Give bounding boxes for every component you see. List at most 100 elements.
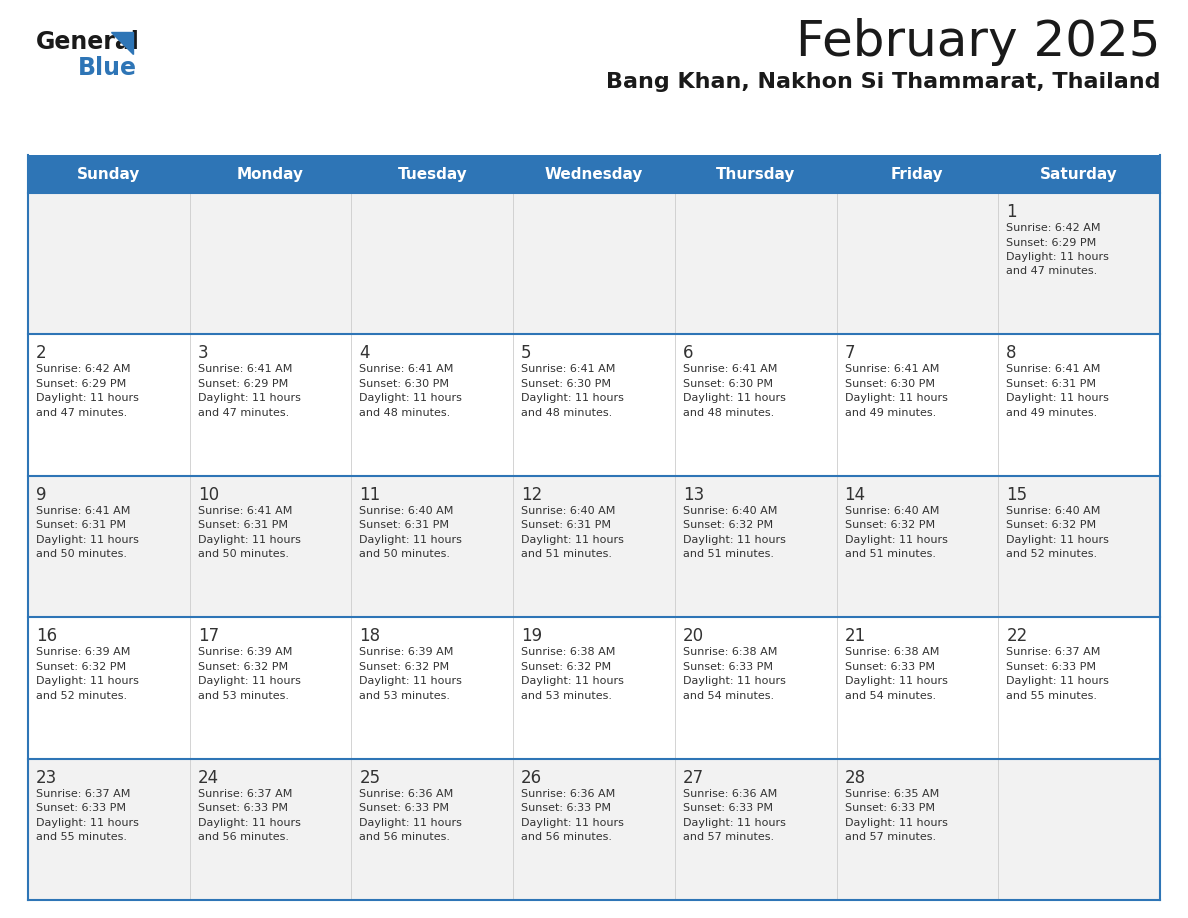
Text: Sunday: Sunday — [77, 166, 140, 182]
Text: Sunset: 6:33 PM: Sunset: 6:33 PM — [683, 662, 773, 672]
Bar — [29, 758, 1159, 900]
Text: 14: 14 — [845, 486, 866, 504]
Text: Sunrise: 6:40 AM: Sunrise: 6:40 AM — [683, 506, 777, 516]
Text: Saturday: Saturday — [1041, 166, 1118, 182]
Text: Daylight: 11 hours: Daylight: 11 hours — [683, 535, 785, 544]
Text: Sunrise: 6:41 AM: Sunrise: 6:41 AM — [683, 364, 777, 375]
Text: 11: 11 — [360, 486, 380, 504]
Text: Sunset: 6:32 PM: Sunset: 6:32 PM — [36, 662, 126, 672]
Text: Daylight: 11 hours: Daylight: 11 hours — [522, 677, 624, 686]
Text: Daylight: 11 hours: Daylight: 11 hours — [845, 677, 948, 686]
Text: and 53 minutes.: and 53 minutes. — [360, 690, 450, 700]
Text: and 52 minutes.: and 52 minutes. — [36, 690, 127, 700]
Text: Sunset: 6:31 PM: Sunset: 6:31 PM — [197, 521, 287, 531]
Text: Sunset: 6:33 PM: Sunset: 6:33 PM — [845, 662, 935, 672]
Text: General: General — [36, 30, 140, 54]
Text: Sunset: 6:32 PM: Sunset: 6:32 PM — [683, 521, 773, 531]
Text: and 50 minutes.: and 50 minutes. — [197, 549, 289, 559]
Text: Sunset: 6:32 PM: Sunset: 6:32 PM — [197, 662, 287, 672]
Bar — [29, 476, 1159, 617]
Text: Sunset: 6:32 PM: Sunset: 6:32 PM — [1006, 521, 1097, 531]
Text: 23: 23 — [36, 768, 57, 787]
Text: Sunset: 6:30 PM: Sunset: 6:30 PM — [683, 379, 773, 389]
Text: Daylight: 11 hours: Daylight: 11 hours — [197, 818, 301, 828]
Text: and 54 minutes.: and 54 minutes. — [845, 690, 936, 700]
Text: 18: 18 — [360, 627, 380, 645]
Text: Sunrise: 6:39 AM: Sunrise: 6:39 AM — [360, 647, 454, 657]
Text: 12: 12 — [522, 486, 543, 504]
Text: and 49 minutes.: and 49 minutes. — [845, 408, 936, 418]
Text: and 47 minutes.: and 47 minutes. — [36, 408, 127, 418]
Text: and 51 minutes.: and 51 minutes. — [683, 549, 773, 559]
Text: 16: 16 — [36, 627, 57, 645]
Text: and 53 minutes.: and 53 minutes. — [522, 690, 612, 700]
Text: Sunset: 6:31 PM: Sunset: 6:31 PM — [36, 521, 126, 531]
Text: Daylight: 11 hours: Daylight: 11 hours — [683, 677, 785, 686]
Text: Sunset: 6:31 PM: Sunset: 6:31 PM — [1006, 379, 1097, 389]
Text: Sunrise: 6:41 AM: Sunrise: 6:41 AM — [1006, 364, 1100, 375]
Text: and 56 minutes.: and 56 minutes. — [197, 832, 289, 842]
Text: 17: 17 — [197, 627, 219, 645]
Text: Daylight: 11 hours: Daylight: 11 hours — [845, 535, 948, 544]
Text: Bang Khan, Nakhon Si Thammarat, Thailand: Bang Khan, Nakhon Si Thammarat, Thailand — [606, 72, 1159, 92]
Text: 5: 5 — [522, 344, 532, 363]
Text: Daylight: 11 hours: Daylight: 11 hours — [522, 394, 624, 403]
Text: Tuesday: Tuesday — [398, 166, 467, 182]
Text: 19: 19 — [522, 627, 542, 645]
Text: Daylight: 11 hours: Daylight: 11 hours — [845, 818, 948, 828]
Text: Daylight: 11 hours: Daylight: 11 hours — [197, 677, 301, 686]
Text: Monday: Monday — [238, 166, 304, 182]
Text: and 56 minutes.: and 56 minutes. — [522, 832, 612, 842]
Text: and 48 minutes.: and 48 minutes. — [522, 408, 612, 418]
Text: Sunrise: 6:41 AM: Sunrise: 6:41 AM — [845, 364, 939, 375]
Text: Sunrise: 6:41 AM: Sunrise: 6:41 AM — [197, 364, 292, 375]
Text: Sunrise: 6:41 AM: Sunrise: 6:41 AM — [360, 364, 454, 375]
Text: Daylight: 11 hours: Daylight: 11 hours — [522, 535, 624, 544]
Text: 9: 9 — [36, 486, 46, 504]
Text: and 55 minutes.: and 55 minutes. — [36, 832, 127, 842]
Text: 15: 15 — [1006, 486, 1028, 504]
Text: Sunrise: 6:41 AM: Sunrise: 6:41 AM — [197, 506, 292, 516]
Text: and 47 minutes.: and 47 minutes. — [1006, 266, 1098, 276]
Text: and 48 minutes.: and 48 minutes. — [360, 408, 450, 418]
Text: and 57 minutes.: and 57 minutes. — [845, 832, 936, 842]
Text: 7: 7 — [845, 344, 855, 363]
Text: Sunset: 6:29 PM: Sunset: 6:29 PM — [197, 379, 287, 389]
Text: Daylight: 11 hours: Daylight: 11 hours — [1006, 535, 1110, 544]
Text: Sunset: 6:32 PM: Sunset: 6:32 PM — [360, 662, 449, 672]
Text: Sunset: 6:29 PM: Sunset: 6:29 PM — [36, 379, 126, 389]
Text: Daylight: 11 hours: Daylight: 11 hours — [36, 535, 139, 544]
Text: Daylight: 11 hours: Daylight: 11 hours — [683, 394, 785, 403]
Text: Sunrise: 6:41 AM: Sunrise: 6:41 AM — [522, 364, 615, 375]
Text: Daylight: 11 hours: Daylight: 11 hours — [36, 394, 139, 403]
Polygon shape — [110, 32, 133, 54]
Text: Sunrise: 6:38 AM: Sunrise: 6:38 AM — [683, 647, 777, 657]
Text: and 55 minutes.: and 55 minutes. — [1006, 690, 1098, 700]
Text: Wednesday: Wednesday — [545, 166, 643, 182]
Text: 6: 6 — [683, 344, 694, 363]
Text: 2: 2 — [36, 344, 46, 363]
Text: Sunset: 6:33 PM: Sunset: 6:33 PM — [36, 803, 126, 813]
Text: Daylight: 11 hours: Daylight: 11 hours — [36, 818, 139, 828]
Text: Sunset: 6:30 PM: Sunset: 6:30 PM — [360, 379, 449, 389]
Bar — [29, 155, 1159, 193]
Text: 22: 22 — [1006, 627, 1028, 645]
Text: Daylight: 11 hours: Daylight: 11 hours — [360, 535, 462, 544]
Text: and 53 minutes.: and 53 minutes. — [197, 690, 289, 700]
Text: Sunrise: 6:42 AM: Sunrise: 6:42 AM — [36, 364, 131, 375]
Text: and 50 minutes.: and 50 minutes. — [36, 549, 127, 559]
Text: Daylight: 11 hours: Daylight: 11 hours — [360, 677, 462, 686]
Text: 1: 1 — [1006, 203, 1017, 221]
Text: 27: 27 — [683, 768, 704, 787]
Text: Sunset: 6:33 PM: Sunset: 6:33 PM — [197, 803, 287, 813]
Text: 10: 10 — [197, 486, 219, 504]
Text: 20: 20 — [683, 627, 704, 645]
Text: Sunrise: 6:36 AM: Sunrise: 6:36 AM — [360, 789, 454, 799]
Text: Daylight: 11 hours: Daylight: 11 hours — [197, 394, 301, 403]
Text: Sunset: 6:32 PM: Sunset: 6:32 PM — [845, 521, 935, 531]
Text: February 2025: February 2025 — [796, 18, 1159, 66]
Text: Daylight: 11 hours: Daylight: 11 hours — [197, 535, 301, 544]
Text: Sunset: 6:32 PM: Sunset: 6:32 PM — [522, 662, 612, 672]
Text: and 51 minutes.: and 51 minutes. — [522, 549, 612, 559]
Text: Sunrise: 6:40 AM: Sunrise: 6:40 AM — [1006, 506, 1100, 516]
